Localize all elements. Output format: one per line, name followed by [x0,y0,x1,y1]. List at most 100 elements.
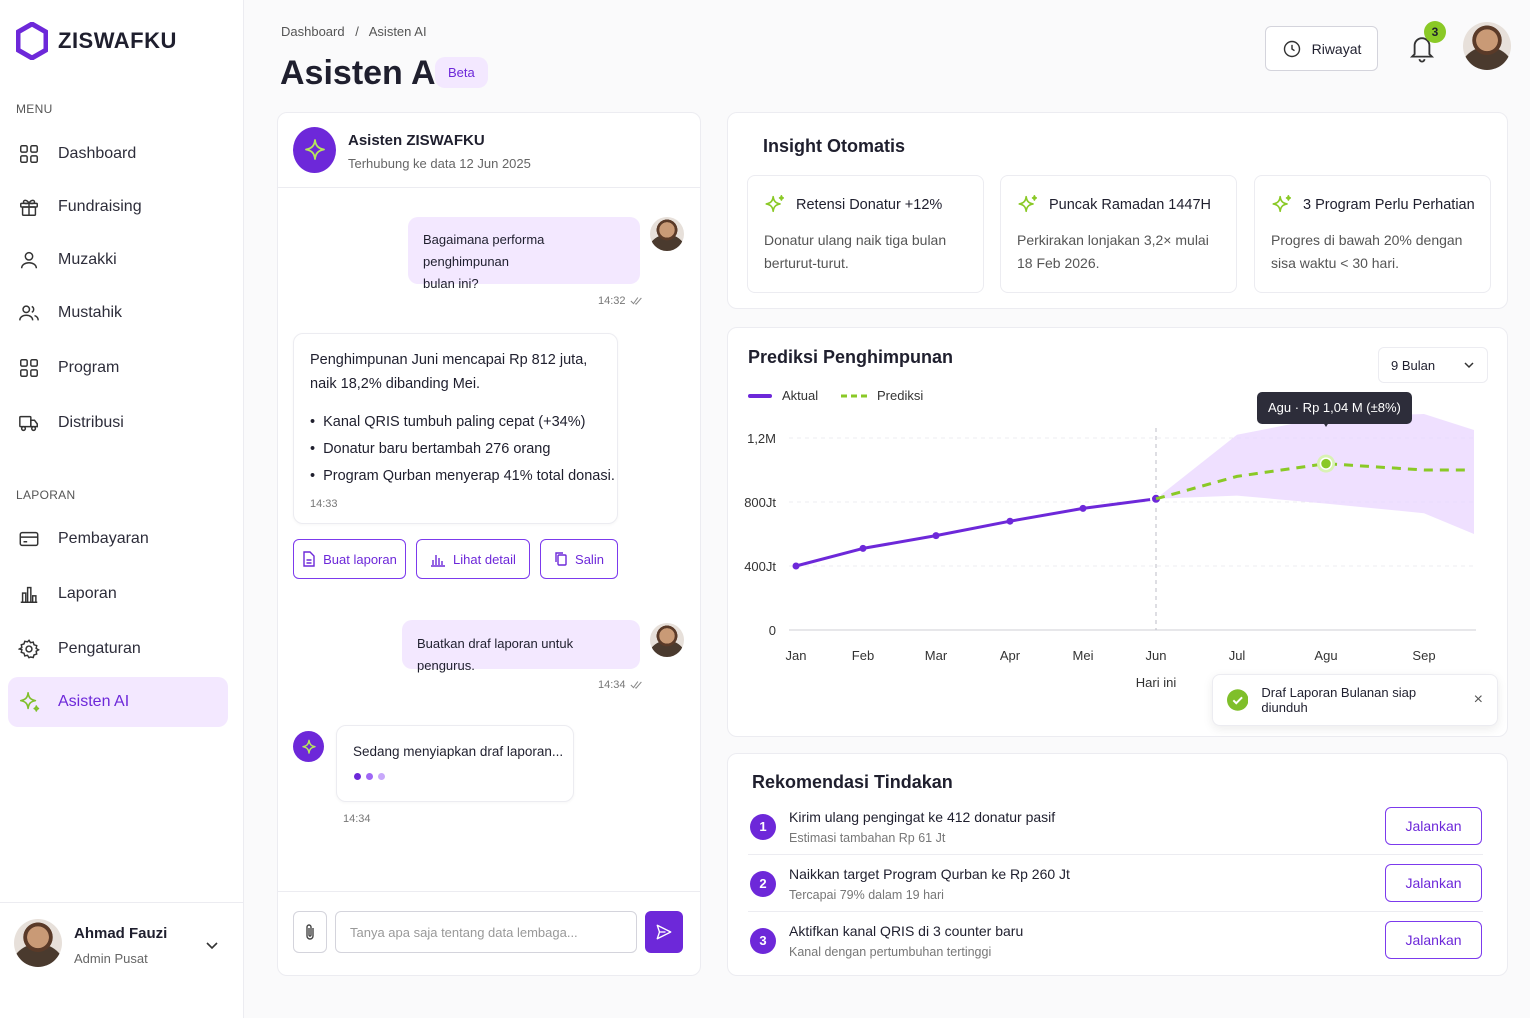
data-point-aktual [1006,517,1014,525]
divider [748,911,1483,912]
y-tick-label: 800Jt [744,495,776,510]
chevron-down-icon [1464,362,1474,369]
view-detail-button[interactable]: Lihat detail [416,539,530,579]
menu-section-label: MENU [16,102,53,116]
paperclip-icon [306,924,314,940]
insight-item[interactable]: 3 Program Perlu Perhatian Progres di baw… [1254,175,1491,293]
period-select-value: 9 Bulan [1391,357,1436,373]
chat-composer [278,891,700,975]
gear-icon [18,639,40,659]
step-number: 3 [750,928,776,954]
copy-button[interactable]: Salin [540,539,618,579]
sidebar-item-dashboard[interactable]: Dashboard [8,129,228,179]
users-icon [19,305,39,321]
data-point-aktual [792,562,800,570]
user-message: Bagaimana performa penghimpunan bulan in… [408,217,640,291]
send-button[interactable] [645,911,683,953]
copy-label: Salin [575,551,604,567]
insight-body: Donatur ulang naik tiga bulan berturut-t… [764,232,947,271]
toast-notification: Draf Laporan Bulanan siap diunduh × [1212,674,1498,726]
recommendation-row: 3 Aktifkan kanal QRIS di 3 counter baru … [748,921,1483,978]
message-time: 14:33 [310,498,338,510]
message-line: Bagaimana performa penghimpunan [423,232,545,269]
bar-chart-icon [431,554,446,567]
message-line: naik 18,2% dibanding Mei. [310,376,481,392]
x-tick-label: Jan [786,648,807,663]
data-point-aktual [859,544,867,552]
recommendation-row: 1 Kirim ulang pengingat ke 412 donatur p… [748,807,1483,864]
x-tick-label: Mei [1073,648,1094,663]
create-report-button[interactable]: Buat laporan [293,539,406,579]
run-button[interactable]: Jalankan [1385,921,1482,959]
sidebar-item-asisten-ai[interactable]: Asisten AI [8,677,228,727]
sidebar-item-distribusi[interactable]: Distribusi [8,398,228,448]
series-line-prediksi [1155,462,1468,501]
user-profile-menu[interactable]: Ahmad Fauzi Admin Pusat [0,902,243,1018]
message-line: Buatkan draf laporan untuk pengurus. [417,636,574,673]
sparkle-icon [1272,195,1292,213]
toast-close-button[interactable]: × [1473,691,1483,708]
sidebar-item-program[interactable]: Program [8,343,228,393]
recommendation-subtitle: Kanal dengan pertumbuhan tertinggi [789,945,992,959]
sparkle-icon [304,139,325,160]
legend-item-aktual: Aktual [748,388,818,403]
avatar[interactable] [1463,22,1511,70]
insight-item[interactable]: Retensi Donatur +12% Donatur ulang naik … [747,175,984,293]
run-button[interactable]: Jalankan [1385,807,1482,845]
legend-label: Prediksi [877,388,924,403]
sidebar-item-label: Mustahik [58,304,123,321]
legend-item-prediksi: Prediksi [841,388,923,403]
message-time: 14:32 [598,295,644,307]
truck-icon [19,415,38,432]
sidebar-item-mustahik[interactable]: Mustahik [8,288,228,338]
chat-input[interactable] [335,911,637,953]
message-time-label: 14:32 [598,295,626,307]
grid-icon [20,359,38,377]
x-tick-label: Agu [1314,648,1337,663]
data-point-aktual [1079,504,1087,512]
message-time-label: 14:34 [598,679,626,691]
list-item: Kanal QRIS tumbuh paling cepat (+34%) [310,409,615,436]
breadcrumb-link-dashboard[interactable]: Dashboard [281,24,345,39]
message-line: bulan ini? [423,276,479,291]
page-title: Asisten AI [280,54,446,92]
data-point-aktual [932,532,940,540]
avatar [650,623,684,657]
bell-icon[interactable] [1407,32,1437,64]
prediction-card: Prediksi Penghimpunan 9 Bulan Aktual Pre… [727,327,1508,737]
avatar [650,217,684,251]
run-button[interactable]: Jalankan [1385,864,1482,902]
attach-button[interactable] [293,911,327,953]
today-marker-label: Hari ini [1136,675,1177,690]
insight-item[interactable]: Puncak Ramadan 1447H Perkirakan lonjakan… [1000,175,1237,293]
chat-title: Asisten ZISWAFKU [348,132,485,149]
sidebar-item-pembayaran[interactable]: Pembayaran [8,514,228,564]
sidebar-item-label: Pengaturan [58,640,141,657]
recommendation-title: Naikkan target Program Qurban ke Rp 260 … [789,866,1070,882]
period-select[interactable]: 9 Bulan [1378,347,1488,383]
document-icon [303,551,315,567]
chevron-down-icon[interactable] [204,937,220,953]
hexagon-logo-icon [16,22,48,60]
sidebar-item-fundraising[interactable]: Fundraising [8,182,228,232]
message-time: 14:34 [343,813,371,825]
prediction-chart: 0 400Jt 800Jt 1,2M Jan Feb Mar Apr Mei Jun Jul Agu S… [744,414,1476,690]
user-role: Admin Pusat [74,951,148,966]
recommendations-title: Rekomendasi Tindakan [752,772,953,792]
chat-subtitle: Terhubung ke data 12 Jun 2025 [348,156,531,171]
sidebar-item-pengaturan[interactable]: Pengaturan [8,624,228,674]
sidebar-item-label: Muzakki [58,251,117,268]
user-name: Ahmad Fauzi [74,925,168,942]
sidebar-item-muzakki[interactable]: Muzakki [8,235,228,285]
gift-icon [20,199,38,216]
toast-message: Draf Laporan Bulanan siap diunduh [1261,685,1417,715]
user-message: Buatkan draf laporan untuk pengurus. [402,620,640,673]
app-logo[interactable]: ZISWAFKU [16,22,177,60]
x-tick-label: Jun [1146,648,1167,663]
x-tick-label: Sep [1412,648,1435,663]
history-button[interactable]: Riwayat [1265,26,1378,71]
recommendation-title: Kirim ulang pengingat ke 412 donatur pas… [789,809,1056,825]
sidebar-item-laporan[interactable]: Laporan [8,569,228,619]
insight-heading: 3 Program Perlu Perhatian [1271,194,1475,216]
beta-badge: Beta [435,57,488,88]
